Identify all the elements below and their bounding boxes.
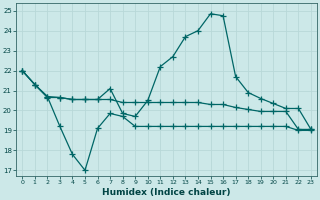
X-axis label: Humidex (Indice chaleur): Humidex (Indice chaleur) xyxy=(102,188,231,197)
